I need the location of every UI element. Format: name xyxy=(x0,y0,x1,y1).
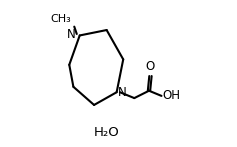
Text: H₂O: H₂O xyxy=(94,126,120,139)
Text: O: O xyxy=(146,60,155,73)
Text: CH₃: CH₃ xyxy=(51,14,72,24)
Text: N: N xyxy=(118,86,127,99)
Text: N: N xyxy=(67,28,76,41)
Text: OH: OH xyxy=(162,89,180,102)
